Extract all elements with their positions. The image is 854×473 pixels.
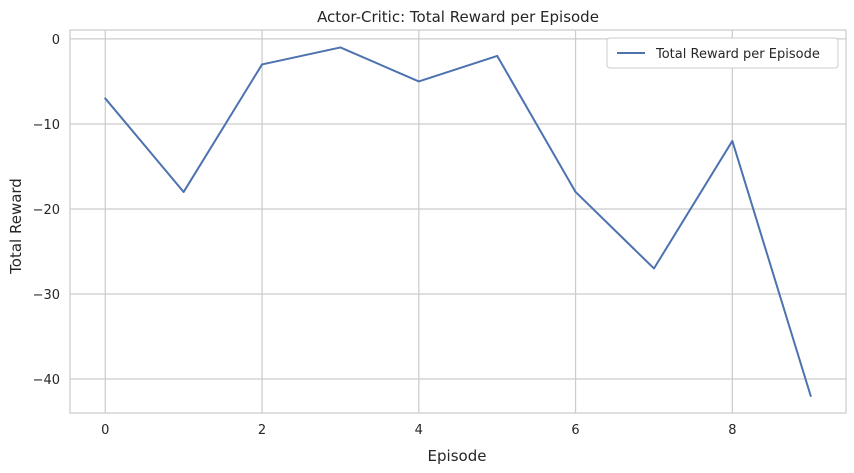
x-tick-label: 0 (101, 423, 109, 438)
y-tick-label: 0 (52, 33, 60, 48)
x-tick-label: 4 (415, 423, 423, 438)
grid-lines (70, 30, 846, 413)
plot-frame (69, 29, 847, 414)
x-tick-labels: 0 2 4 6 8 (101, 423, 736, 438)
series-group (104, 46, 812, 397)
x-tick-label: 6 (571, 423, 579, 438)
legend-label: Total Reward per Episode (655, 47, 820, 62)
y-tick-label: −30 (33, 288, 60, 303)
y-tick-labels: 0 −10 −20 −30 −40 (33, 33, 60, 388)
chart-title: Actor-Critic: Total Reward per Episode (317, 8, 599, 26)
y-tick-label: −40 (33, 373, 60, 388)
y-tick-label: −20 (33, 203, 60, 218)
legend: Total Reward per Episode (606, 37, 839, 69)
y-tick-label: −10 (33, 118, 60, 133)
legend-box (606, 37, 839, 69)
y-axis-label: Total Reward (7, 178, 25, 275)
x-tick-label: 2 (258, 423, 266, 438)
series-line (104, 46, 812, 397)
x-tick-label: 8 (728, 423, 736, 438)
x-axis-label: Episode (428, 447, 487, 465)
